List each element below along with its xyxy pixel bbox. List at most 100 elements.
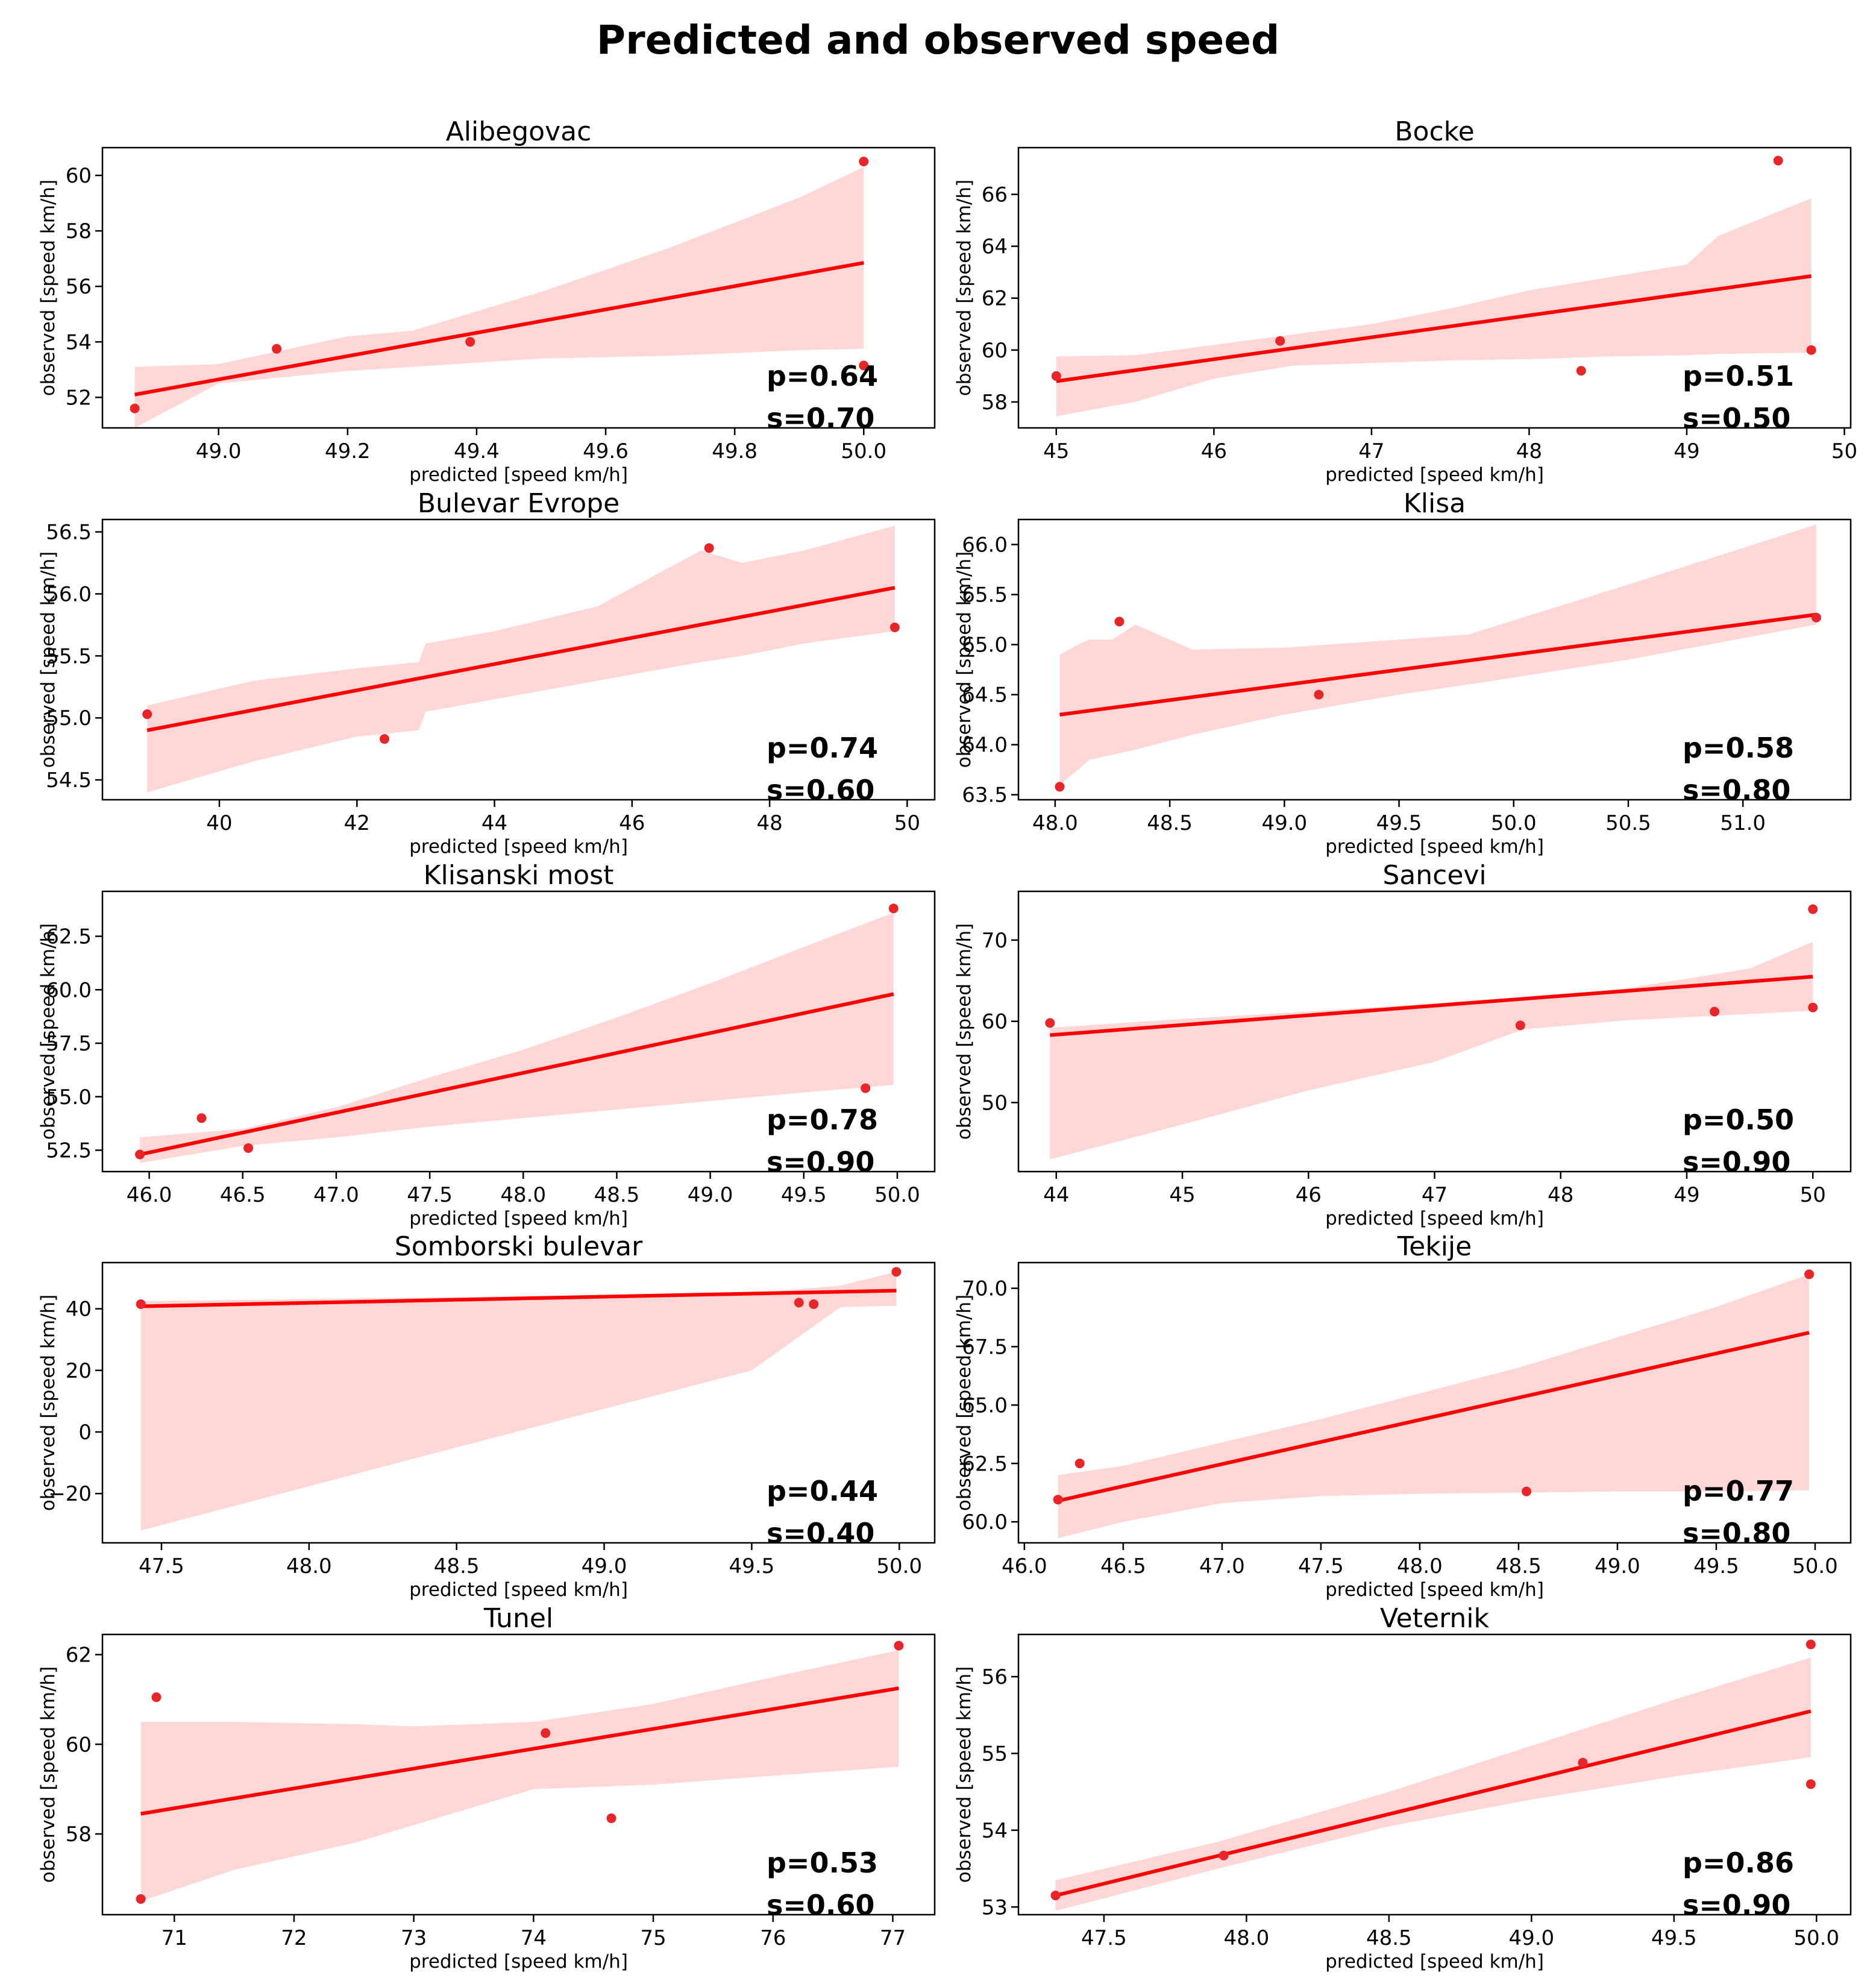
y-tick-label: 50 xyxy=(982,1091,1008,1115)
y-axis-label: observed [speed km/h] xyxy=(953,551,975,768)
data-point xyxy=(151,1692,162,1703)
x-tick-label: 50.0 xyxy=(841,439,886,463)
x-tick-label: 46.0 xyxy=(1002,1554,1047,1578)
x-tick-label: 49 xyxy=(1674,1183,1699,1207)
x-tick-label: 46 xyxy=(1201,439,1227,463)
x-tick-label: 49.0 xyxy=(1595,1554,1640,1578)
regression-line xyxy=(1056,274,1812,383)
y-tick-label: 63.5 xyxy=(962,783,1008,808)
x-tick-label: 48 xyxy=(1548,1183,1573,1207)
x-tick-label: 50.0 xyxy=(876,1554,922,1578)
x-tick-label: 47 xyxy=(1422,1183,1448,1207)
y-axis-label: observed [speed km/h] xyxy=(953,180,975,397)
y-tick-label: 0 xyxy=(78,1420,92,1445)
x-axis-label: predicted [speed km/h] xyxy=(1325,464,1544,486)
p-value-annotation: p=0.74 xyxy=(767,732,878,764)
p-value-annotation: p=0.86 xyxy=(1683,1847,1794,1879)
data-point xyxy=(891,1267,902,1277)
subplot-10: 47.5 48.0 48.5 49.0 49.5 50.0 53 54 55 56 Veternik… xyxy=(953,1603,1852,1973)
data-point xyxy=(859,360,869,371)
data-point xyxy=(1053,1495,1063,1505)
data-point xyxy=(606,1813,616,1824)
x-tick-label: 42 xyxy=(344,811,370,835)
axes-frame xyxy=(101,1633,936,1916)
y-axis-label: observed [speed km/h] xyxy=(953,923,975,1140)
x-tick-label: 49.0 xyxy=(196,439,242,463)
x-tick-label: 49.2 xyxy=(325,439,371,463)
subplot-title: Klisanski most xyxy=(424,860,614,891)
y-axis-label: observed [speed km/h] xyxy=(953,1295,975,1511)
x-tick-label: 47.0 xyxy=(1199,1554,1245,1578)
x-tick-label: 50 xyxy=(894,811,920,835)
axes-frame xyxy=(101,146,936,429)
x-tick-label: 51.0 xyxy=(1720,811,1766,835)
x-tick-label: 46.5 xyxy=(1100,1554,1146,1578)
y-tick-label: 62.5 xyxy=(962,1452,1008,1476)
y-tick-label: 64.0 xyxy=(962,733,1008,758)
x-tick-label: 48.0 xyxy=(1224,1926,1270,1950)
data-point xyxy=(704,543,714,553)
y-tick-label: 55.5 xyxy=(46,644,92,668)
p-value-annotation: p=0.53 xyxy=(767,1847,878,1879)
y-axis-label: observed [speed km/h] xyxy=(37,923,59,1140)
subplot-9: 71 72 73 74 75 76 77 58 60 62 Tunel predicted [spee… xyxy=(37,1603,936,1973)
s-value-annotation: s=0.90 xyxy=(1683,1146,1790,1178)
s-value-annotation: s=0.70 xyxy=(767,402,874,435)
x-tick-label: 50 xyxy=(1831,439,1857,463)
confidence-band xyxy=(134,167,864,428)
x-tick-label: 48.5 xyxy=(1366,1926,1412,1950)
s-value-annotation: s=0.90 xyxy=(767,1146,874,1178)
regression-line xyxy=(1050,975,1813,1037)
subplot-title: Tekije xyxy=(1397,1231,1472,1262)
y-tick-label: 53 xyxy=(982,1895,1008,1920)
y-tick-label: 58 xyxy=(66,219,92,243)
y-tick-label: 52 xyxy=(66,386,92,410)
y-tick-label: 64.5 xyxy=(962,683,1008,708)
x-axis-label: predicted [speed km/h] xyxy=(409,464,628,486)
y-tick-label: 65.0 xyxy=(962,1393,1008,1417)
y-tick-label: 54.5 xyxy=(46,768,92,793)
x-tick-label: 44 xyxy=(482,811,507,835)
subplot-3: 40 42 44 46 48 50 54.5 55.0 55.5 56.0 56.5 Bulevar … xyxy=(37,488,936,858)
x-tick-label: 49.5 xyxy=(781,1183,827,1207)
x-tick-label: 75 xyxy=(640,1926,666,1950)
data-point xyxy=(1515,1020,1525,1031)
confidence-band xyxy=(140,912,894,1163)
x-tick-label: 77 xyxy=(880,1926,906,1950)
data-point xyxy=(196,1113,207,1123)
p-value-annotation: p=0.51 xyxy=(1683,360,1794,392)
x-tick-label: 47.5 xyxy=(1298,1554,1344,1578)
data-point xyxy=(379,734,389,744)
data-point xyxy=(1314,689,1324,700)
axes-frame xyxy=(1017,1633,1852,1916)
x-tick-label: 49.6 xyxy=(583,439,629,463)
data-point xyxy=(465,337,475,347)
x-tick-label: 48.0 xyxy=(500,1183,546,1207)
x-tick-label: 49.5 xyxy=(1651,1926,1697,1950)
data-point xyxy=(1576,366,1586,376)
x-tick-label: 72 xyxy=(281,1926,307,1950)
y-tick-label: 58 xyxy=(982,391,1008,415)
confidence-band xyxy=(1055,1657,1811,1911)
x-tick-label: 49.0 xyxy=(1508,1926,1554,1950)
x-tick-label: 49.8 xyxy=(712,439,758,463)
x-tick-label: 49.4 xyxy=(454,439,500,463)
subplot-8: 46.0 46.5 47.0 47.5 48.0 48.5 49.0 49.5 50.0 60.0… xyxy=(953,1231,1852,1601)
y-axis-label: observed [speed km/h] xyxy=(953,1666,975,1883)
x-axis-label: predicted [speed km/h] xyxy=(1325,1579,1544,1601)
y-tick-label: 52.5 xyxy=(46,1139,92,1163)
data-point xyxy=(888,903,899,914)
data-point xyxy=(794,1298,804,1308)
x-tick-label: 50.0 xyxy=(1491,811,1537,835)
data-point xyxy=(1710,1006,1720,1017)
x-tick-label: 48.5 xyxy=(1147,811,1193,835)
y-tick-label: 54 xyxy=(66,330,92,354)
regression-line xyxy=(1059,612,1817,717)
y-tick-label: 60.0 xyxy=(962,1510,1008,1534)
x-tick-label: 48.5 xyxy=(1496,1554,1542,1578)
data-point xyxy=(1114,617,1125,627)
y-tick-label: 60 xyxy=(66,164,92,188)
confidence-band xyxy=(1056,198,1812,416)
y-tick-label: 65.0 xyxy=(962,633,1008,658)
p-value-annotation: p=0.50 xyxy=(1683,1103,1794,1136)
